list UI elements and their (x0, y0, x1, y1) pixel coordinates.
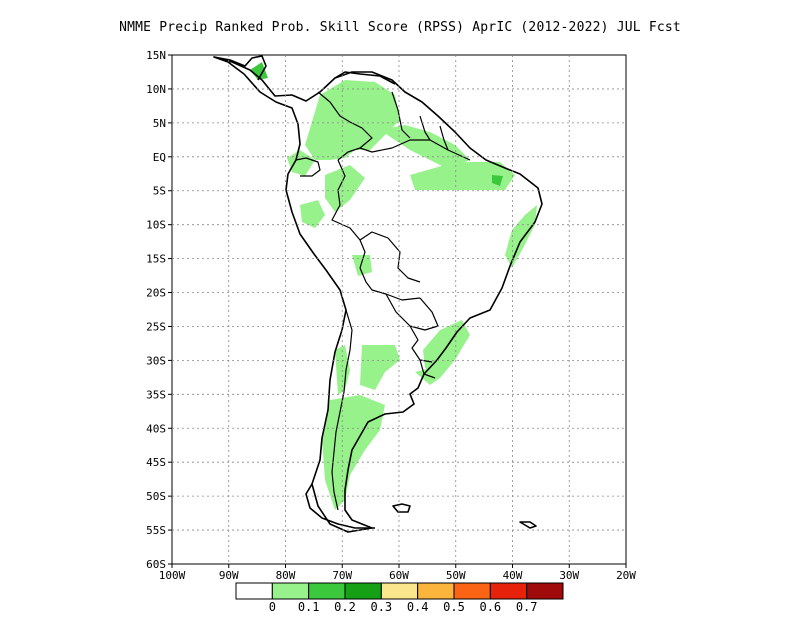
skill-region-peru (300, 200, 325, 228)
colorbar-swatch (417, 582, 455, 600)
lat-tick-label: 5S (153, 185, 166, 198)
south-georgia (519, 521, 537, 529)
lat-tick-label: EQ (153, 151, 166, 164)
colorbar-swatch (489, 582, 528, 600)
latitude-axis: 15N 10N 5N EQ 5S 10S 15S 20S 25S 30S 35S 40S 45S 50S 5… (146, 49, 172, 571)
colorbar-label: 0.7 (516, 600, 538, 614)
coastline (213, 55, 543, 533)
colorbar-label: 0.4 (407, 600, 429, 614)
lat-tick-label: 30S (146, 354, 166, 367)
skill-region-brazil-east (505, 205, 537, 268)
border-chile-argentina (331, 309, 353, 511)
border-bolivia-south (359, 267, 421, 301)
lat-tick-label: 45S (146, 456, 166, 469)
lat-tick-label: 10S (146, 219, 166, 232)
colorbar-swatch (308, 582, 346, 600)
border-paraguay (385, 293, 439, 331)
skill-region-uruguay (415, 368, 440, 385)
colorbar-label: 0.5 (443, 600, 465, 614)
skill-shading (287, 80, 537, 510)
skill-region-amazon-west (325, 165, 365, 212)
colorbar-swatch (453, 582, 491, 600)
skill-region-argentina-north (360, 345, 400, 390)
lat-tick-label: 40S (146, 422, 166, 435)
country-borders (295, 91, 471, 511)
lon-tick-label: 80W (276, 569, 296, 582)
border-ecuador (295, 157, 321, 177)
colorbar-swatch (271, 582, 310, 600)
colorbar-label: 0.2 (334, 600, 356, 614)
colorbar-label: 0 (269, 600, 276, 614)
lon-tick-label: 30W (559, 569, 579, 582)
border-suriname-guiana (439, 125, 449, 151)
colorbar-swatch (344, 582, 382, 600)
colorbar-label: 0.6 (479, 600, 501, 614)
border-guyana-suriname (419, 115, 431, 141)
tierra-del-fuego (305, 483, 375, 529)
border-brazil-north (359, 139, 471, 161)
colorbar-label: 0.3 (370, 600, 392, 614)
skill-region-bolivia (352, 255, 372, 276)
lon-tick-label: 20W (616, 569, 636, 582)
lat-tick-label: 25S (146, 320, 166, 333)
south-america-coastline (213, 56, 543, 533)
caribbean-coast (334, 71, 396, 85)
gridlines (172, 55, 626, 564)
falkland-islands (392, 503, 411, 513)
lon-tick-label: 70W (332, 569, 352, 582)
lat-tick-label: 20S (146, 287, 166, 300)
skill-region-panama (250, 62, 268, 80)
skill-region-patagonia (322, 395, 385, 510)
lon-tick-label: 40W (503, 569, 523, 582)
colorbar-swatch (380, 582, 419, 600)
lat-tick-label: 50S (146, 490, 166, 503)
central-america-coast (213, 55, 267, 81)
skill-region-colombia-south (287, 150, 315, 176)
skill-shading-medium (250, 62, 503, 186)
lat-tick-label: 10N (146, 83, 166, 96)
colorbar-swatch (526, 582, 564, 600)
border-colombia-venezuela (317, 91, 373, 161)
skill-region-amapa (492, 175, 503, 186)
lat-tick-label: 15S (146, 253, 166, 266)
border-peru-bolivia (359, 231, 421, 283)
longitude-axis: 100W 90W 80W 70W 60W 50W 40W 30W 20W (159, 564, 636, 582)
lat-tick-label: 15N (146, 49, 166, 62)
skill-region-northwest (305, 80, 400, 160)
lon-tick-label: 100W (159, 569, 186, 582)
skill-region-amazon-north (410, 162, 515, 190)
colorbar: 0 0.1 0.2 0.3 0.4 0.5 0.6 0.7 (235, 582, 564, 614)
skill-region-guiana (380, 125, 470, 170)
colorbar-swatch (235, 582, 273, 600)
lon-tick-label: 60W (389, 569, 409, 582)
border-peru-brazil (331, 159, 366, 269)
lon-tick-label: 90W (219, 569, 239, 582)
lat-tick-label: 35S (146, 388, 166, 401)
border-venezuela-guyana (391, 91, 411, 139)
colorbar-label: 0.1 (298, 600, 320, 614)
lat-tick-label: 60S (146, 558, 166, 571)
lat-tick-label: 55S (146, 524, 166, 537)
map-title: NMME Precip Ranked Prob. Skill Score (RP… (119, 20, 681, 35)
lon-tick-label: 50W (446, 569, 466, 582)
lat-tick-label: 5N (153, 117, 166, 130)
border-uruguay (419, 359, 436, 379)
